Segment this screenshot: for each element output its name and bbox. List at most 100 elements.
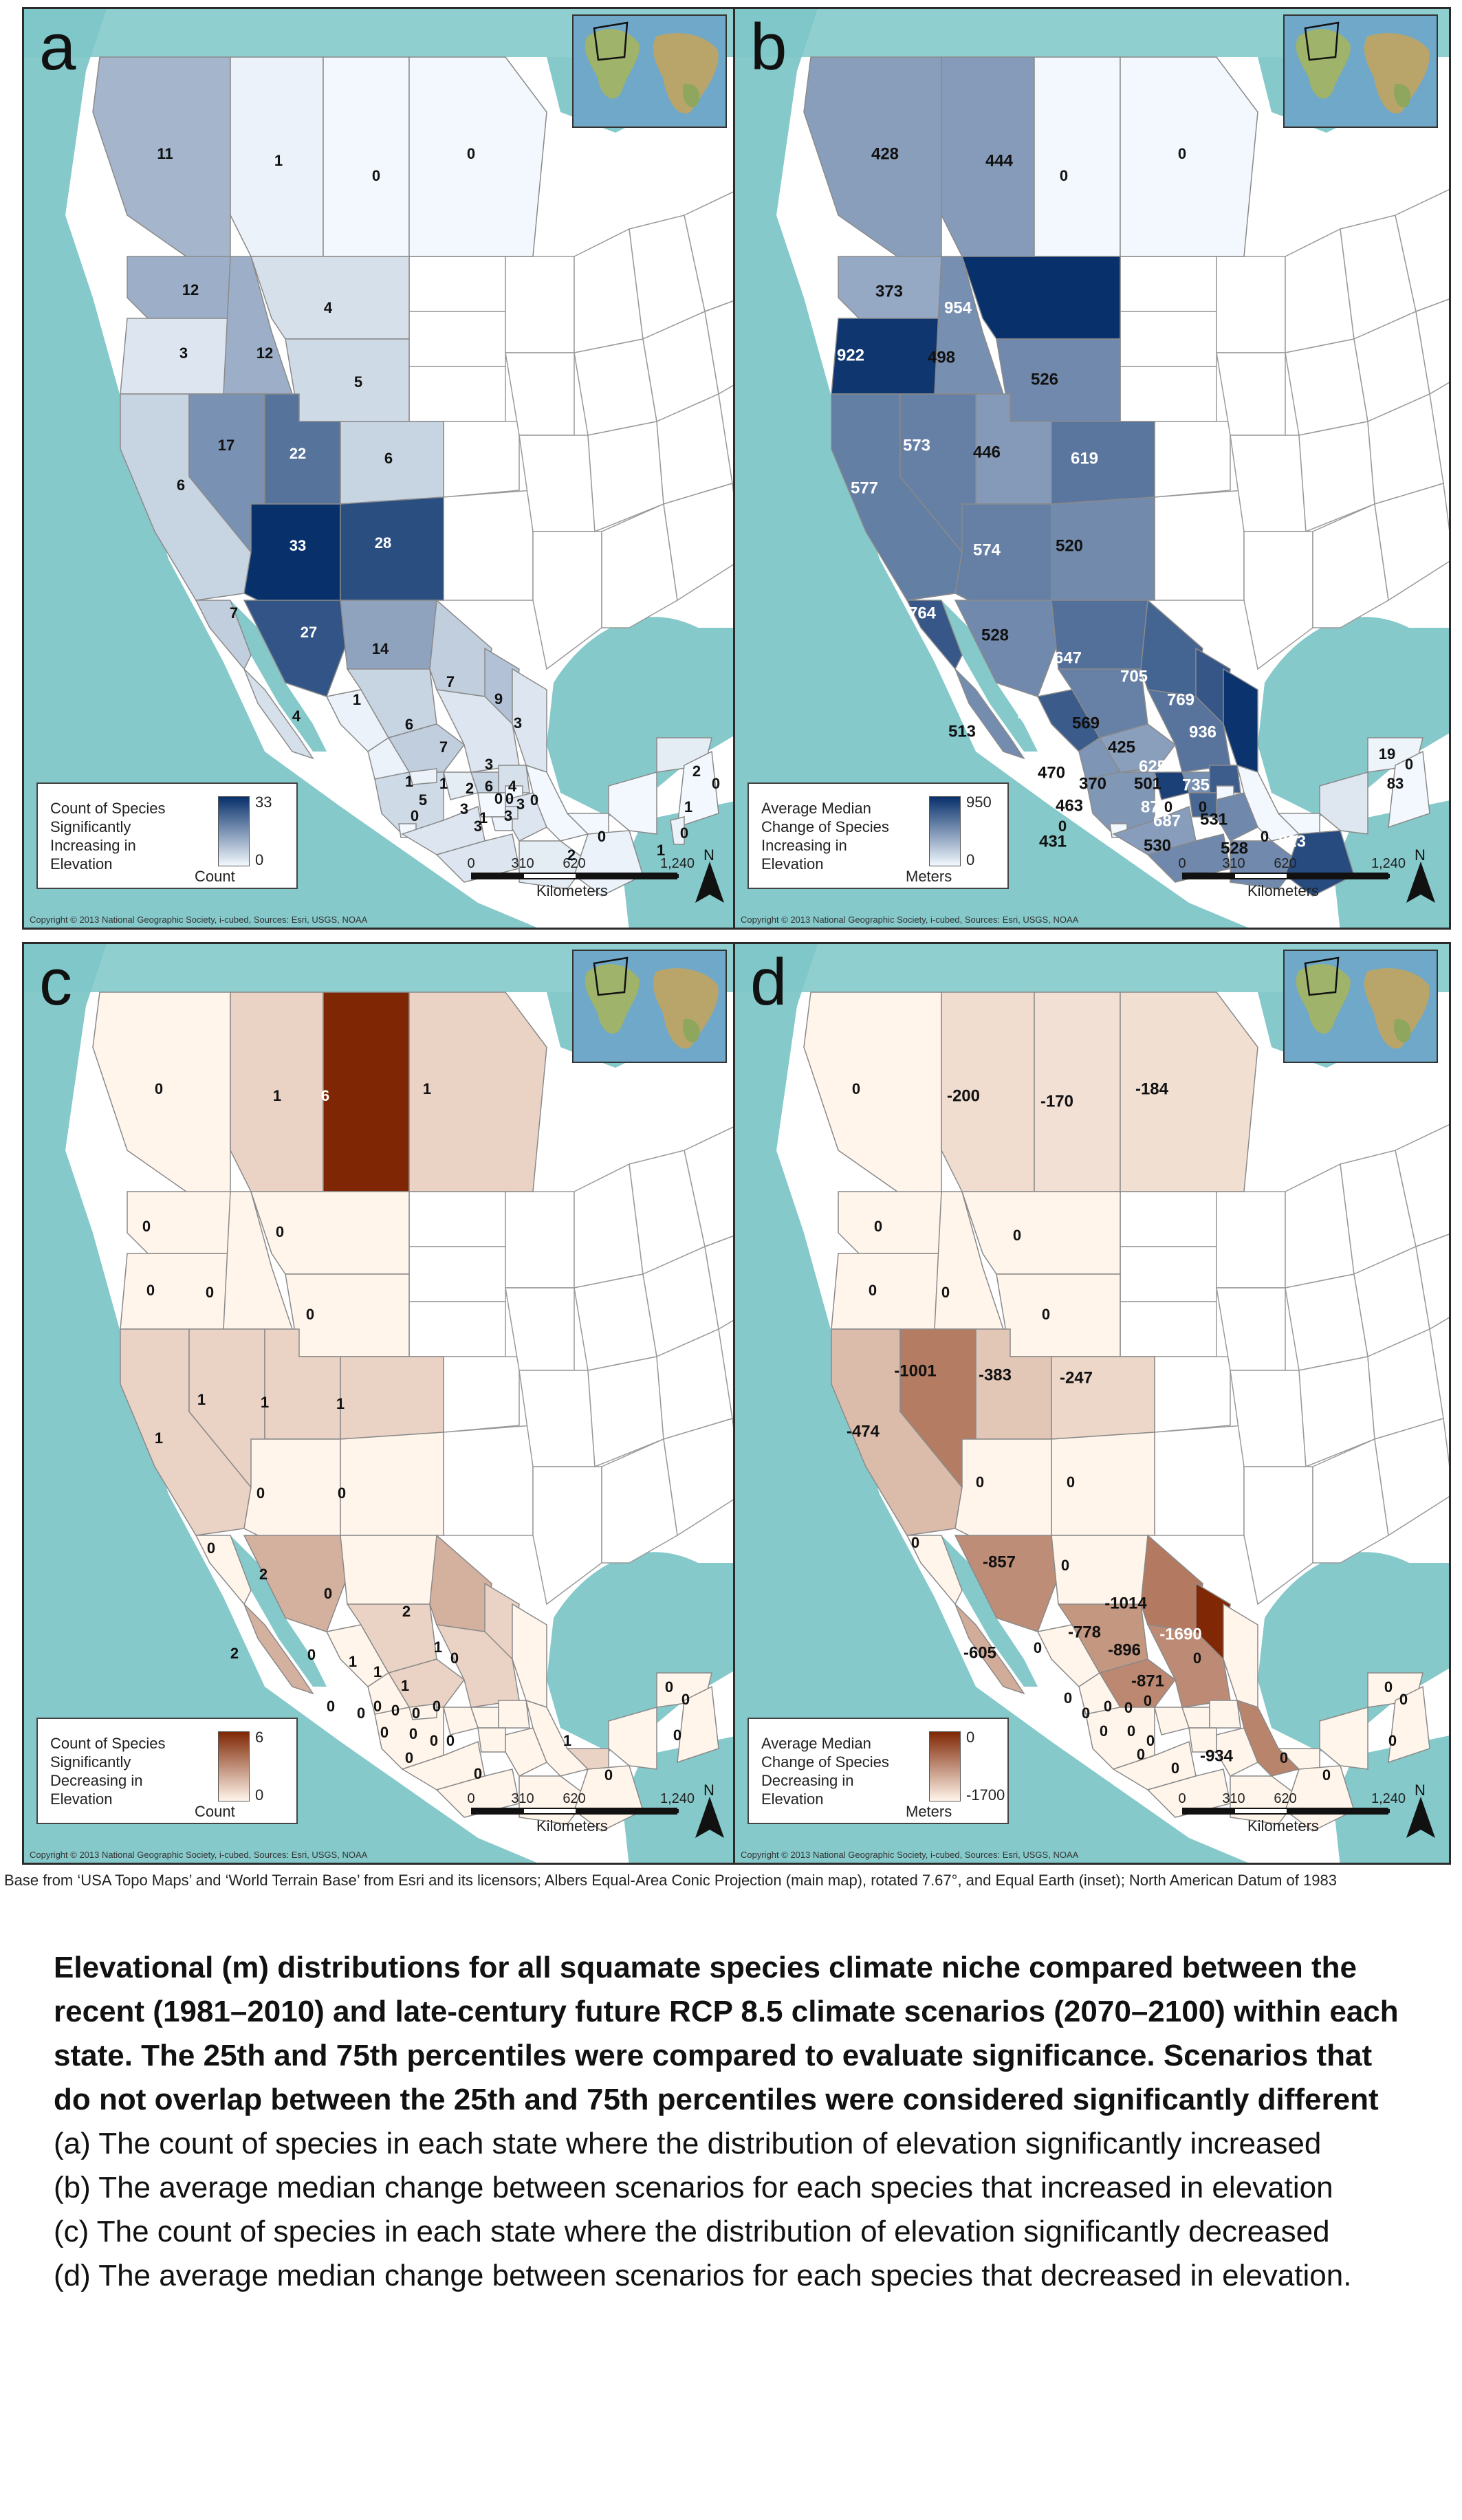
scale-unit: Kilometers (536, 882, 608, 899)
scale-bar: 0 310 620 1,240 Kilometers (467, 1791, 695, 1839)
value-label-chihuahua: 0 (1061, 1557, 1069, 1574)
value-label-durango: 569 (1072, 714, 1100, 732)
value-label-tabasco: 0 (1280, 1749, 1288, 1766)
ocean-area (735, 944, 1248, 1863)
region-idaho (223, 256, 294, 395)
state-boundary (1216, 1191, 1286, 1289)
value-label-british-columbia: 0 (852, 1080, 860, 1097)
value-label-zacatecas: -896 (1108, 1641, 1141, 1659)
copyright-text: Copyright © 2013 National Geographic Soc… (30, 914, 368, 925)
north-arrow-icon: N (694, 1782, 725, 1839)
value-label-manitoba: -184 (1135, 1080, 1169, 1098)
value-label-aguascalientes: 1 (439, 775, 448, 792)
value-label-alberta: -200 (947, 1086, 980, 1105)
value-label-hidalgo: 735 (1182, 776, 1210, 794)
region-baja-california-sur (243, 668, 314, 760)
inset-globe-map (1283, 950, 1438, 1063)
state-boundary (601, 503, 678, 628)
value-label-campeche: 0 (680, 824, 688, 842)
value-label-washington: 0 (874, 1218, 882, 1235)
value-label-saskatchewan: 0 (1060, 167, 1068, 184)
legend-color-ramp (929, 796, 961, 866)
value-label-aguascalientes: 0 (373, 1698, 382, 1715)
region-baja-california-sur (954, 1603, 1025, 1695)
value-label-oaxaca: 528 (1221, 839, 1248, 857)
ocean-area (547, 617, 738, 817)
value-label-saskatchewan: 6 (321, 1087, 329, 1104)
legend-unit: Count (195, 1803, 235, 1820)
value-label-hidalgo: 0 (1144, 1692, 1152, 1709)
region-baja-california-sur (243, 1603, 314, 1695)
value-label-washington: 0 (142, 1218, 151, 1235)
legend-title: Average Median Change of Species Decreasin… (761, 1734, 923, 1808)
north-arrow-icon: N (1405, 846, 1437, 904)
state-boundary (1120, 1191, 1217, 1247)
north-arrow-icon: N (694, 846, 725, 904)
state-boundary (532, 531, 602, 670)
value-label-nayarit: 1 (405, 773, 413, 790)
state-boundary (1415, 1234, 1449, 1330)
value-label-durango: -778 (1068, 1623, 1101, 1641)
state-boundary (505, 1191, 575, 1289)
value-label-jalisco: 0 (1082, 1705, 1090, 1722)
value-label-zacatecas: 425 (1108, 738, 1135, 756)
scale-segment (472, 1809, 524, 1813)
value-label-colorado: 619 (1071, 449, 1098, 468)
value-label-alberta: 1 (274, 152, 283, 169)
legend-max-value: 6 (255, 1729, 264, 1746)
state-boundary (519, 1370, 596, 1467)
value-label-tabasco: 0 (1261, 828, 1269, 845)
state-boundary (1154, 1425, 1245, 1536)
value-label-idaho: 498 (928, 348, 955, 366)
value-label-puebla: 3 (516, 796, 525, 813)
scale-tick-label: 620 (1274, 1791, 1297, 1806)
value-label-oaxaca: 2 (567, 846, 576, 864)
state-boundary (408, 311, 506, 367)
value-label-colorado: 6 (384, 450, 393, 467)
value-label-nuevo-leon: 769 (1167, 690, 1194, 709)
north-label: N (703, 1782, 714, 1799)
legend-title-line: Decreasing in (50, 1772, 143, 1789)
region-puebla (505, 1727, 547, 1777)
state-boundary (1120, 366, 1217, 422)
scale-segment (1183, 874, 1235, 878)
value-label-new-mexico: 0 (338, 1484, 346, 1502)
legend-title-line: Change of Species (761, 1753, 889, 1771)
value-label-nevada: 17 (218, 437, 234, 454)
value-label-utah: 446 (973, 443, 1001, 461)
scale-segment (1287, 874, 1390, 878)
value-label-sonora: 2 (259, 1566, 268, 1583)
value-label-campeche: 83 (1387, 775, 1404, 792)
legend-min-value: -1700 (966, 1786, 1005, 1804)
region-new-mexico (340, 1432, 444, 1536)
panel-letter: c (39, 945, 72, 1019)
map-legend: Average Median Change of Species Decreasin… (748, 1718, 1009, 1824)
value-label-california: 577 (851, 479, 878, 497)
region-new-mexico (1051, 496, 1155, 601)
state-boundary (684, 1124, 738, 1248)
scale-tick-label: 310 (511, 1791, 534, 1806)
value-label-wyoming: 0 (1042, 1306, 1050, 1323)
value-label-california: 6 (177, 476, 185, 494)
value-label-saskatchewan: -170 (1040, 1092, 1073, 1110)
legend-unit: Count (195, 868, 235, 885)
state-boundary (1312, 1438, 1389, 1564)
region-arizona (243, 503, 341, 615)
map-panel-b: 428 444 0 0 373 922 498 954 526 577 573 446 619 574 52… (733, 7, 1451, 930)
value-label-chihuahua: 14 (372, 640, 389, 657)
state-boundary (663, 483, 738, 602)
scale-tick-label: 310 (511, 856, 534, 871)
state-boundary (684, 189, 738, 313)
region-veracruz (525, 764, 589, 842)
legend-title-line: Decreasing in (761, 1772, 854, 1789)
value-label-baja-california-sur: 513 (948, 722, 976, 741)
state-boundary (1415, 298, 1449, 395)
legend-title-line: Significantly (50, 818, 131, 835)
copyright-text: Copyright © 2013 National Geographic Soc… (741, 1850, 1079, 1860)
value-label-alberta: 444 (985, 151, 1014, 170)
value-label-oaxaca: 0 (1171, 1760, 1179, 1777)
value-label-baja-california-sur: -605 (963, 1643, 996, 1662)
state-boundary (663, 1418, 738, 1537)
value-label-washington: 373 (875, 282, 903, 300)
